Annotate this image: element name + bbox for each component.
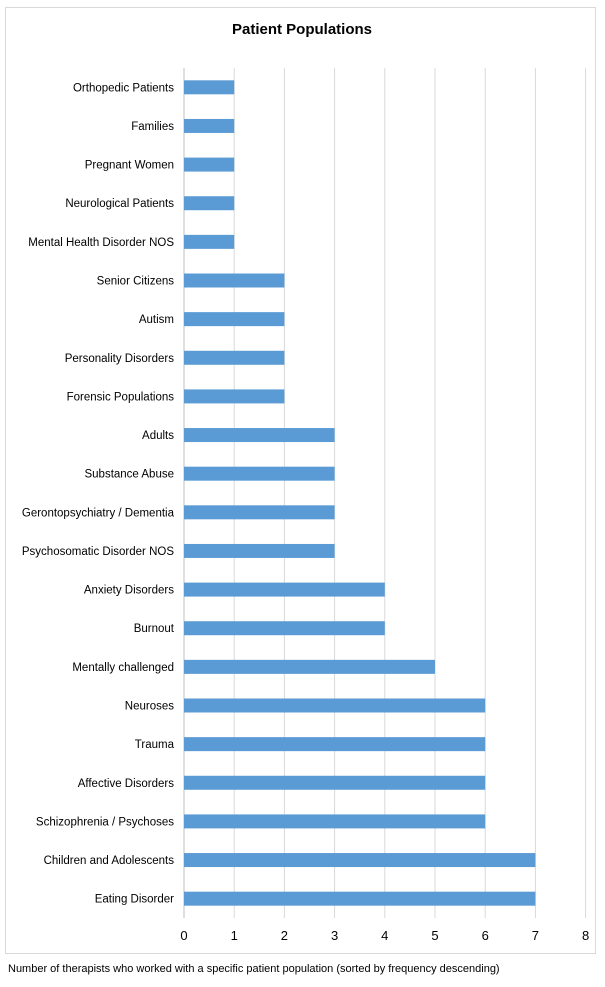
category-label: Mental Health Disorder NOS	[28, 237, 174, 249]
bars	[184, 80, 536, 906]
bar	[184, 157, 235, 172]
figure-caption: Number of therapists who worked with a s…	[8, 963, 500, 975]
category-label: Substance Abuse	[84, 469, 174, 481]
bar	[184, 582, 385, 597]
bar	[184, 80, 235, 95]
category-label: Affective Disorders	[78, 778, 175, 790]
bar	[184, 737, 486, 752]
category-label: Mentally challenged	[72, 662, 174, 674]
bar	[184, 659, 435, 674]
category-label: Children and Adolescents	[44, 855, 175, 867]
chart-title: Patient Populations	[232, 21, 372, 38]
category-label: Pregnant Women	[85, 160, 174, 172]
bar	[184, 698, 486, 713]
bar	[184, 196, 235, 211]
category-label: Trauma	[135, 739, 175, 751]
category-labels: Orthopedic Patients Families Pregnant Wome…	[22, 82, 175, 905]
category-label: Gerontopsychiatry / Dementia	[22, 507, 175, 519]
bar	[184, 312, 285, 327]
category-label: Families	[131, 121, 174, 133]
category-label: Eating Disorder	[95, 894, 174, 906]
category-label: Orthopedic Patients	[73, 82, 174, 94]
x-tick-label: 8	[582, 928, 589, 943]
category-label: Forensic Populations	[67, 391, 175, 403]
bar	[184, 466, 335, 481]
x-tick-label: 6	[482, 928, 489, 943]
category-label: Schizophrenia / Psychoses	[36, 816, 174, 828]
bar	[184, 234, 235, 249]
category-label: Personality Disorders	[65, 353, 175, 365]
category-label: Anxiety Disorders	[84, 585, 174, 597]
category-label: Adults	[142, 430, 174, 442]
bar	[184, 621, 385, 636]
category-label: Burnout	[134, 623, 175, 635]
bar	[184, 814, 486, 829]
bar-chart: Patient Populations Orthopedic Patients F…	[22, 21, 589, 943]
bar	[184, 350, 285, 365]
bar	[184, 543, 335, 558]
bar	[184, 853, 536, 868]
x-axis-ticks: 0 1 2 3 4 5 6 7 8	[180, 928, 589, 943]
x-tick-label: 7	[532, 928, 539, 943]
bar	[184, 505, 335, 520]
category-label: Neuroses	[125, 701, 174, 713]
x-tick-label: 4	[381, 928, 388, 943]
bar	[184, 118, 235, 133]
bar	[184, 428, 335, 443]
x-tick-label: 1	[231, 928, 238, 943]
bar	[184, 389, 285, 404]
category-label: Psychosomatic Disorder NOS	[22, 546, 174, 558]
category-label: Autism	[139, 314, 174, 326]
x-tick-label: 3	[331, 928, 338, 943]
x-tick-label: 0	[180, 928, 187, 943]
bar	[184, 775, 486, 790]
bar	[184, 273, 285, 288]
category-label: Neurological Patients	[65, 198, 174, 210]
gridlines	[183, 68, 587, 918]
x-tick-label: 5	[431, 928, 438, 943]
bar	[184, 891, 536, 906]
x-tick-label: 2	[281, 928, 288, 943]
category-label: Senior Citizens	[97, 276, 175, 288]
